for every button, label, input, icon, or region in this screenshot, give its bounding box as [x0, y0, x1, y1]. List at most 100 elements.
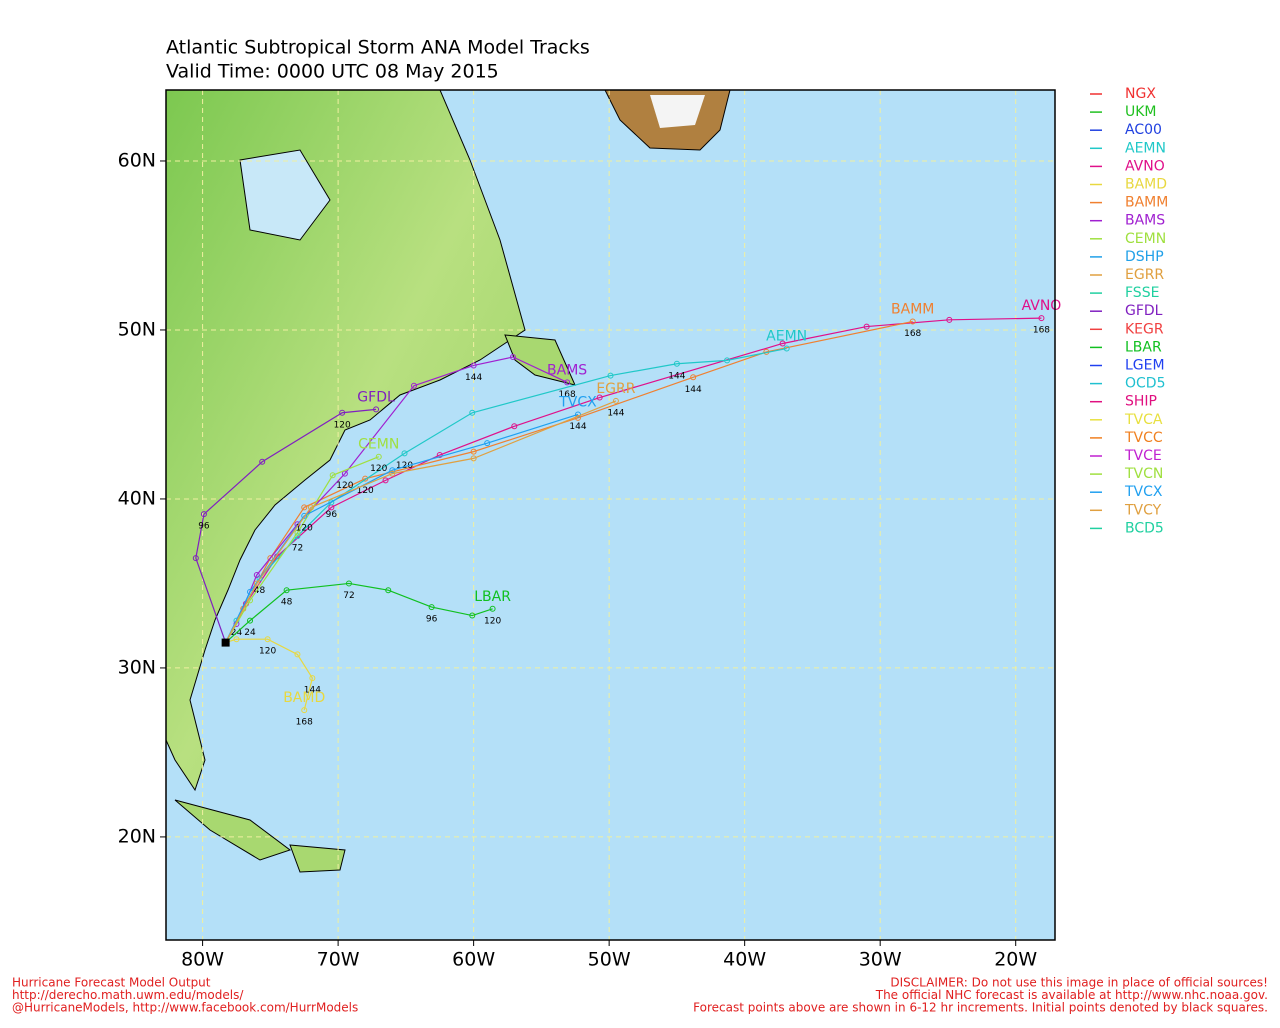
forecast-hour: 144: [607, 408, 624, 418]
track-point: [1038, 315, 1045, 322]
legend-label: AVNO: [1125, 158, 1165, 174]
x-tick-label: 40W: [723, 949, 766, 971]
initial-point: [221, 638, 230, 647]
track-label: CEMN: [358, 437, 399, 453]
legend-label: BCD5: [1125, 520, 1164, 536]
track-point: [200, 511, 207, 518]
forecast-hour: 48: [254, 586, 266, 596]
subtitle: Valid Time: 0000 UTC 08 May 2015: [166, 61, 499, 83]
legend-label: NGX: [1125, 86, 1156, 102]
legend-label: LBAR: [1125, 339, 1162, 355]
legend-label: UKM: [1125, 104, 1157, 120]
track-point: [339, 409, 346, 416]
track-label: AVNO: [1022, 298, 1062, 314]
legend-label: DSHP: [1125, 249, 1164, 265]
legend-label: SHIP: [1125, 394, 1157, 410]
track-point: [329, 472, 336, 479]
track-point: [382, 477, 389, 484]
track-point: [428, 604, 435, 611]
forecast-hour: 120: [370, 464, 387, 474]
track-point: [470, 455, 477, 462]
track-point: [673, 360, 680, 367]
track-point: [946, 316, 953, 323]
track-label: GFDL: [357, 389, 395, 405]
track-point: [308, 504, 315, 511]
land: [166, 90, 731, 873]
track-point: [470, 448, 477, 455]
track-point: [489, 605, 496, 612]
footer-left: @HurricaneModels, http://www.facebook.co…: [12, 1001, 358, 1015]
forecast-hour: 144: [668, 371, 685, 381]
track-point: [607, 372, 614, 379]
footer-left: Hurricane Forecast Model Output: [12, 976, 211, 990]
forecast-hour: 24: [244, 628, 256, 638]
track-point: [410, 382, 417, 389]
track-point: [247, 617, 254, 624]
track-point: [294, 651, 301, 658]
track-point: [283, 587, 290, 594]
forecast-hour: 120: [357, 486, 374, 496]
legend-label: GFDL: [1125, 303, 1163, 319]
forecast-hour: 168: [904, 329, 921, 339]
track-point: [328, 499, 335, 506]
y-tick-label: 40N: [118, 487, 156, 509]
track-point: [909, 318, 916, 325]
track-point: [470, 362, 477, 369]
x-tick-label: 30W: [859, 949, 902, 971]
track-line: [225, 356, 568, 643]
y-tick-label: 60N: [118, 149, 156, 171]
track-point: [345, 580, 352, 587]
track-point: [264, 636, 271, 643]
track-point: [301, 504, 308, 511]
forecast-hour: 120: [396, 461, 413, 471]
track-point: [309, 675, 316, 682]
legend-label: KEGR: [1125, 321, 1164, 337]
legend-label: FSSE: [1125, 285, 1159, 301]
legend-label: TVCE: [1124, 448, 1162, 464]
forecast-hour: 144: [304, 686, 321, 696]
legend-label: BAMS: [1125, 213, 1165, 229]
x-tick-label: 80W: [181, 949, 224, 971]
track-point: [779, 340, 786, 347]
track-line: [225, 582, 493, 644]
track-point: [596, 394, 603, 401]
legend-label: AC00: [1125, 122, 1162, 138]
x-tick-label: 70W: [317, 949, 360, 971]
track-point: [233, 636, 240, 643]
track-point: [267, 555, 274, 562]
forecast-hour: 120: [296, 523, 313, 533]
forecast-hour: 120: [336, 481, 353, 491]
track-label: AEMN: [766, 329, 807, 345]
legend-label: LGEM: [1125, 358, 1165, 374]
forecast-hour: 168: [559, 390, 576, 400]
legend-label: AEMN: [1125, 140, 1166, 156]
track-line: [195, 408, 377, 643]
track-point: [436, 452, 443, 459]
track-point: [341, 470, 348, 477]
track-point: [253, 571, 260, 578]
forecast-hour: 120: [259, 647, 276, 657]
track-label: BAMM: [891, 302, 934, 318]
track-point: [469, 409, 476, 416]
footer-right: DISCLAIMER: Do not use this image in pla…: [890, 976, 1268, 990]
track-point: [301, 707, 308, 714]
y-tick-label: 50N: [118, 318, 156, 340]
footer-right: Forecast points above are shown in 6-12 …: [693, 1001, 1268, 1015]
track-label: TVCX: [558, 394, 597, 410]
forecast-hour: 144: [569, 422, 586, 432]
overlay: 80W 70W 60W 50W 40W 30W 20W 20N 30N 40N 50N 60N 168 A…: [12, 86, 1268, 1015]
track-point: [612, 397, 619, 404]
track-line: [225, 400, 617, 643]
forecast-hour: 96: [426, 615, 438, 625]
forecast-hour: 72: [292, 544, 303, 554]
track-point: [574, 411, 581, 418]
legend-label: TVCY: [1124, 502, 1162, 518]
y-tick-label: 20N: [118, 825, 156, 847]
forecast-hour: 72: [343, 591, 354, 601]
track-label: BAMS: [547, 362, 587, 378]
track-point: [375, 453, 382, 460]
forecast-hour: 168: [296, 718, 313, 728]
track-point: [294, 529, 301, 536]
forecast-hour: 96: [326, 510, 338, 520]
